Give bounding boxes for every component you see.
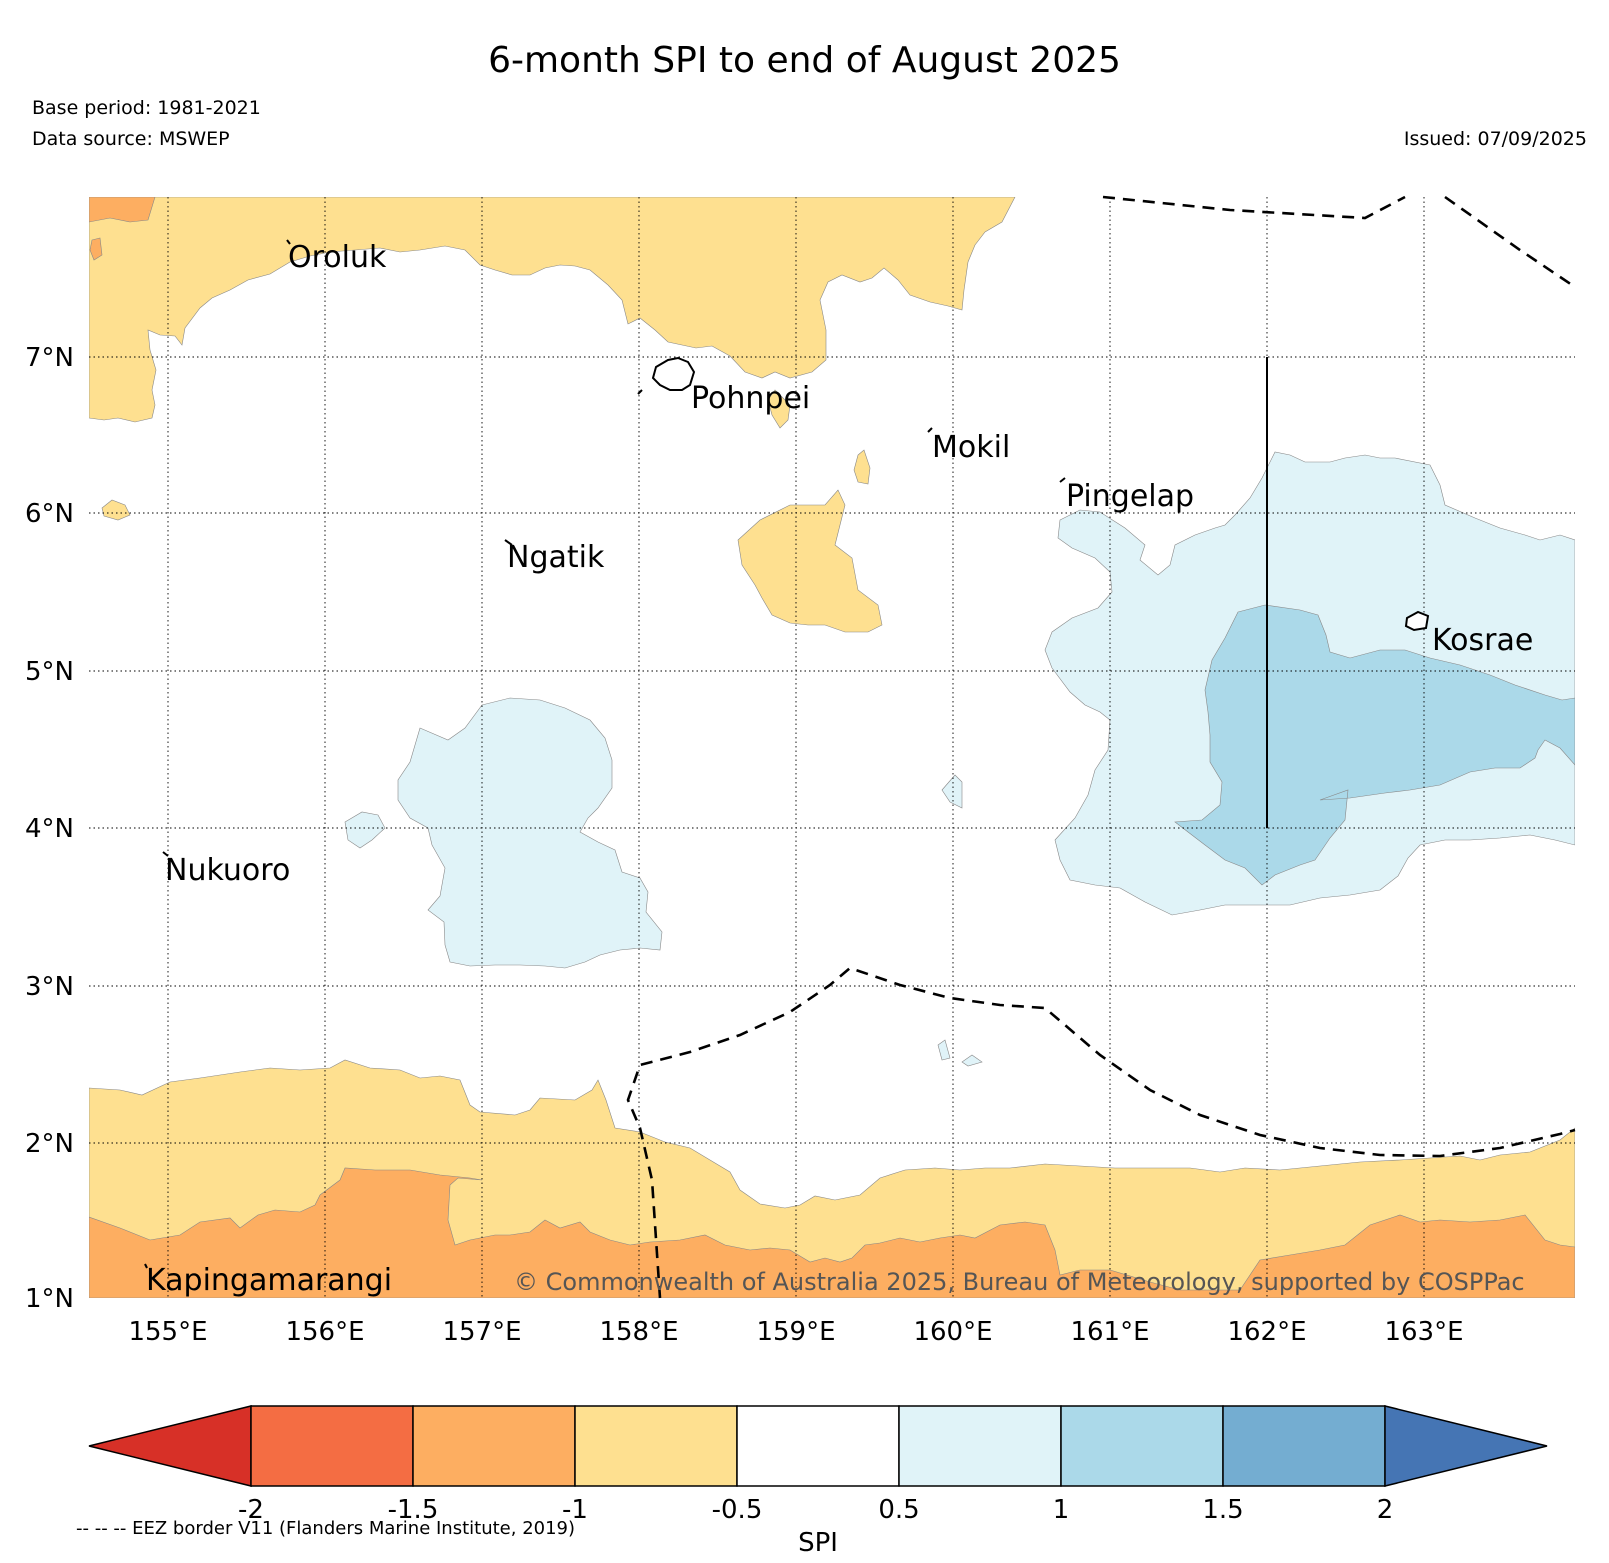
dry-patch-west-small: [101, 499, 131, 521]
colorbar-tick-label: -1: [562, 1495, 588, 1525]
lon-label: 156°E: [285, 1317, 364, 1347]
colorbar-tick-label: -1.5: [388, 1495, 439, 1525]
colorbar-tick-label: 0.5: [878, 1495, 919, 1525]
place-label-nukuoro: Nukuoro: [165, 853, 290, 888]
colorbar-tick-label: -0.5: [712, 1495, 763, 1525]
lat-label: 1°N: [25, 1284, 74, 1314]
colorbar-ticks: -2 -1.5 -1 -0.5 0.5 1 1.5 2 SPI: [238, 1495, 1393, 1558]
colorbar-bin: [574, 1405, 738, 1487]
lon-label: 158°E: [599, 1317, 678, 1347]
dry-region-north: [89, 197, 1016, 423]
lat-label: 5°N: [25, 657, 74, 687]
dry-region-south-light: [89, 1059, 1575, 1298]
island-markers: [144, 239, 1066, 1269]
lat-label: 4°N: [25, 814, 74, 844]
kosrae-island-outline: [1404, 610, 1430, 632]
base-period: Base period: 1981-2021: [32, 97, 261, 119]
lon-label: 163°E: [1384, 1317, 1463, 1347]
colorbar-tick-label: -2: [238, 1495, 264, 1525]
copyright-notice: © Commonwealth of Australia 2025, Bureau…: [514, 1268, 1525, 1296]
eez-borders: [626, 195, 1576, 1299]
wet-patch-west-small: [344, 811, 386, 849]
wet-patch-south-small-2: [961, 1054, 983, 1067]
place-label-kapingamarangi: Kapingamarangi: [146, 1263, 392, 1298]
eez-border-note: -- -- -- EEZ border V11 (Flanders Marine…: [76, 1518, 576, 1539]
colorbar-bin: [412, 1405, 576, 1487]
colorbar-tick-label: 1.5: [1202, 1495, 1243, 1525]
lat-label: 7°N: [25, 343, 74, 373]
place-label-pingelap: Pingelap: [1066, 479, 1194, 514]
wet-patch-south-small-1: [937, 1039, 951, 1061]
place-label-ngatik: Ngatik: [507, 540, 605, 575]
colorbar-bin: [898, 1405, 1062, 1487]
lon-label: 159°E: [756, 1317, 835, 1347]
longitude-labels: 155°E 156°E 157°E 158°E 159°E 160°E 161°…: [128, 1317, 1463, 1347]
colorbar-extend-low: [88, 1405, 252, 1487]
colorbar-bin: [1222, 1405, 1386, 1487]
lat-label: 2°N: [25, 1129, 74, 1159]
wet-region-east-moderate: [1174, 604, 1575, 886]
figure-title: 6-month SPI to end of August 2025: [488, 40, 1121, 81]
pohnpei-island-outline: [651, 356, 696, 391]
colorbar: [88, 1405, 1548, 1487]
dry-region-central: [737, 489, 883, 633]
dry-region-pohnpei-lobe: [767, 389, 791, 429]
issued-date: Issued: 07/09/2025: [1403, 128, 1587, 150]
colorbar-tick-label: 2: [1377, 1495, 1394, 1525]
lat-label: 6°N: [25, 499, 74, 529]
dry-patch-northwest: [89, 197, 156, 223]
lon-label: 157°E: [442, 1317, 521, 1347]
lon-label: 161°E: [1070, 1317, 1149, 1347]
place-label-oroluk: Oroluk: [288, 240, 387, 275]
place-label-mokil: Mokil: [932, 430, 1010, 465]
lon-label: 162°E: [1227, 1317, 1306, 1347]
wet-region-west: [397, 697, 663, 969]
colorbar-bin: [736, 1405, 900, 1487]
colorbar-title: SPI: [798, 1528, 838, 1558]
dry-region-south-moderate: [89, 1167, 1575, 1298]
dry-patch-east-small: [853, 449, 871, 485]
colorbar-bin: [250, 1405, 414, 1487]
place-label-pohnpei: Pohnpei: [691, 381, 810, 416]
latitude-labels: 7°N 6°N 5°N 4°N 3°N 2°N 1°N: [25, 343, 74, 1314]
colorbar-extend-high: [1384, 1405, 1548, 1487]
gridlines: [89, 197, 1575, 1298]
dry-patch-small: [89, 237, 103, 261]
lon-label: 155°E: [128, 1317, 207, 1347]
lat-label: 3°N: [25, 972, 74, 1002]
lon-label: 160°E: [913, 1317, 992, 1347]
colorbar-bin: [1060, 1405, 1224, 1487]
colorbar-tick-label: 1: [1053, 1495, 1070, 1525]
place-label-kosrae: Kosrae: [1432, 623, 1533, 658]
data-source: Data source: MSWEP: [32, 128, 230, 150]
